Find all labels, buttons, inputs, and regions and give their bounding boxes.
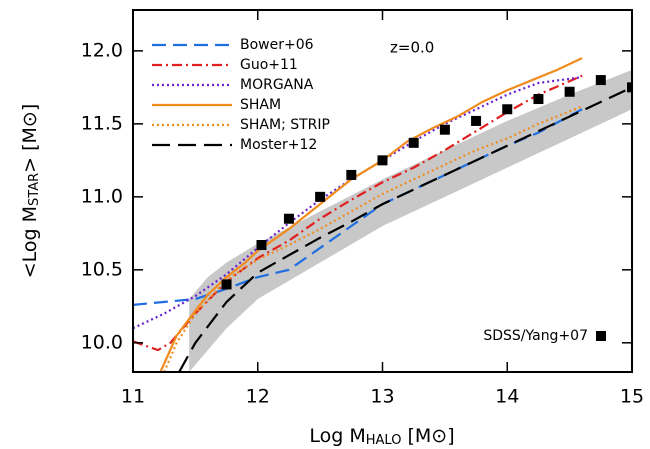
data-point bbox=[256, 240, 267, 251]
data-point bbox=[439, 124, 450, 135]
data-point bbox=[283, 213, 294, 224]
data-point bbox=[471, 115, 482, 126]
legend-label: Bower+06 bbox=[240, 37, 314, 53]
y-label-sub: STAR bbox=[27, 173, 42, 206]
data-point bbox=[346, 169, 357, 180]
annotation: z=0.0 bbox=[390, 39, 434, 57]
y-tick-label: 10.0 bbox=[81, 331, 123, 353]
data-point bbox=[564, 86, 575, 97]
legend-label: SHAM; STRIP bbox=[240, 117, 330, 133]
x-tick-label: 14 bbox=[495, 386, 519, 408]
series-line bbox=[163, 105, 583, 372]
y-axis-label: <Log MSTAR> [M⊙] bbox=[19, 104, 42, 279]
scatter-legend-marker bbox=[596, 331, 606, 341]
data-point bbox=[533, 94, 544, 105]
data-point bbox=[627, 82, 632, 93]
legend-label: SHAM bbox=[240, 97, 281, 113]
y-tick-label: 11.0 bbox=[81, 185, 123, 207]
data-point bbox=[408, 137, 419, 148]
data-point bbox=[377, 155, 388, 166]
y-label-main: <Log M bbox=[19, 206, 41, 278]
x-tick-label: 15 bbox=[620, 386, 644, 408]
x-label-unit: [M⊙] bbox=[401, 425, 454, 447]
series-line bbox=[178, 86, 632, 372]
data-point bbox=[595, 75, 606, 86]
legend-label: Guo+11 bbox=[240, 57, 298, 73]
scatter-band bbox=[189, 69, 632, 372]
y-label-unit: > [M⊙] bbox=[19, 104, 41, 173]
x-tick-label: 11 bbox=[121, 386, 145, 408]
x-label-sub: HALO bbox=[366, 433, 402, 448]
scatter-legend-label: SDSS/Yang+07 bbox=[483, 328, 588, 344]
series-line bbox=[133, 74, 583, 352]
y-tick-label: 10.5 bbox=[81, 258, 123, 280]
x-tick-label: 12 bbox=[246, 386, 270, 408]
legend-label: MORGANA bbox=[240, 77, 314, 93]
data-point bbox=[315, 191, 326, 202]
plot-area bbox=[133, 57, 632, 372]
data-point bbox=[221, 279, 232, 290]
y-tick-label: 11.5 bbox=[81, 112, 123, 134]
y-tick-label: 12.0 bbox=[81, 39, 123, 61]
x-tick-label: 13 bbox=[370, 386, 394, 408]
x-axis-label: Log MHALO [M⊙] bbox=[309, 425, 454, 448]
legend-label: Moster+12 bbox=[240, 137, 317, 153]
data-point bbox=[502, 104, 513, 115]
x-label-main: Log M bbox=[309, 425, 365, 447]
